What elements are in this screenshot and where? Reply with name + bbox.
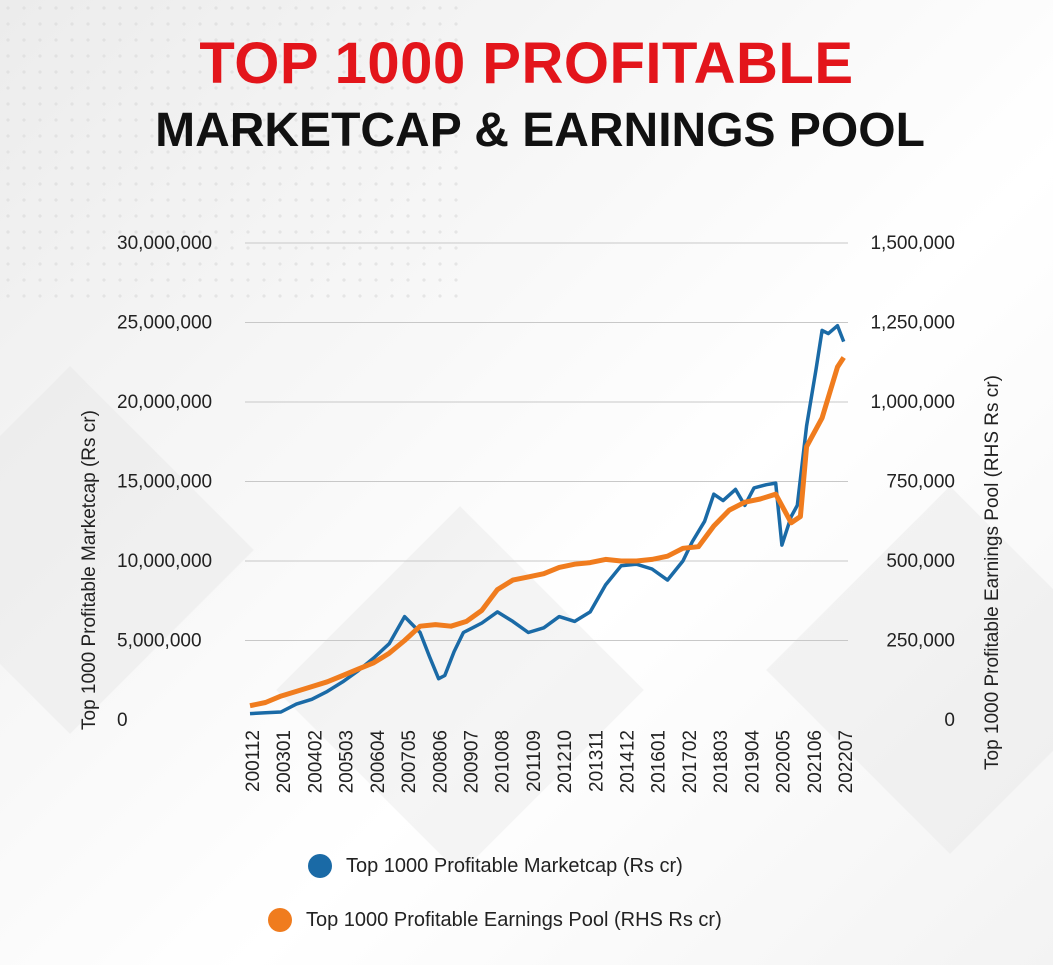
right-tick-label: 500,000: [886, 551, 955, 572]
x-tick-label: 200806: [430, 730, 451, 793]
left-tick-label: 30,000,000: [117, 233, 212, 254]
x-tick-label: 201702: [680, 730, 701, 793]
legend-marker-earnings: [268, 908, 292, 932]
x-tick-label: 202207: [836, 730, 857, 793]
left-tick-label: 15,000,000: [117, 472, 212, 493]
x-tick-label: 200907: [461, 730, 482, 793]
x-tick-label: 201311: [586, 730, 607, 792]
x-tick-label: 202005: [774, 730, 795, 793]
right-tick-label: 0: [944, 710, 955, 731]
x-tick-label: 200301: [274, 730, 295, 793]
grid-lines: [245, 242, 848, 641]
x-tick-label: 201210: [555, 730, 576, 793]
background-dot-pattern: [0, 0, 470, 300]
left-axis-ticks: 0 5,000,000 10,000,000 15,000,000 20,000,000…: [117, 233, 212, 731]
right-tick-label: 250,000: [886, 631, 955, 652]
x-tick-label: 201803: [711, 730, 732, 793]
legend-marker-marketcap: [308, 854, 332, 878]
x-axis-ticks: 200112 200301 200402 200503 200604 200705 2008…: [243, 730, 857, 794]
x-tick-label: 200503: [337, 730, 358, 793]
legend-label-earnings: Top 1000 Profitable Earnings Pool (RHS R…: [306, 908, 722, 931]
x-tick-label: 201412: [618, 730, 639, 793]
right-tick-label: 1,500,000: [870, 233, 955, 254]
x-tick-label: 201008: [493, 730, 514, 793]
legend-item-marketcap: Top 1000 Profitable Marketcap (Rs cr): [308, 854, 683, 878]
x-tick-label: 201109: [524, 730, 545, 792]
left-tick-label: 20,000,000: [117, 392, 212, 413]
right-tick-label: 1,000,000: [870, 392, 955, 413]
left-tick-label: 10,000,000: [117, 551, 212, 572]
right-tick-label: 1,250,000: [870, 313, 955, 334]
x-tick-label: 200402: [305, 730, 326, 793]
right-axis-ticks: 0 250,000 500,000 750,000 1,000,000 1,250,000…: [870, 233, 955, 731]
right-tick-label: 750,000: [886, 472, 955, 493]
left-tick-label: 5,000,000: [117, 631, 202, 652]
right-axis-label: Top 1000 Profitable Earnings Pool (RHS R…: [982, 375, 1003, 770]
chart-subtitle: MARKETCAP & EARNINGS POOL: [155, 104, 925, 157]
legend-item-earnings: Top 1000 Profitable Earnings Pool (RHS R…: [268, 908, 722, 932]
x-tick-label: 200604: [368, 730, 389, 794]
marketcap-series-line: [249, 323, 846, 716]
x-tick-label: 200112: [243, 730, 264, 792]
x-tick-label: 200705: [399, 730, 420, 793]
left-tick-label: 0: [117, 710, 128, 731]
x-tick-label: 202106: [805, 730, 826, 793]
earnings-series-line: [249, 356, 846, 709]
left-tick-label: 25,000,000: [117, 313, 212, 334]
x-tick-label: 201904: [742, 730, 763, 794]
chart-title: TOP 1000 PROFITABLE: [199, 31, 854, 96]
series-lines: [249, 323, 846, 716]
left-axis-label: Top 1000 Profitable Marketcap (Rs cr): [79, 410, 100, 730]
legend-label-marketcap: Top 1000 Profitable Marketcap (Rs cr): [346, 854, 683, 877]
x-tick-label: 201601: [649, 730, 670, 793]
